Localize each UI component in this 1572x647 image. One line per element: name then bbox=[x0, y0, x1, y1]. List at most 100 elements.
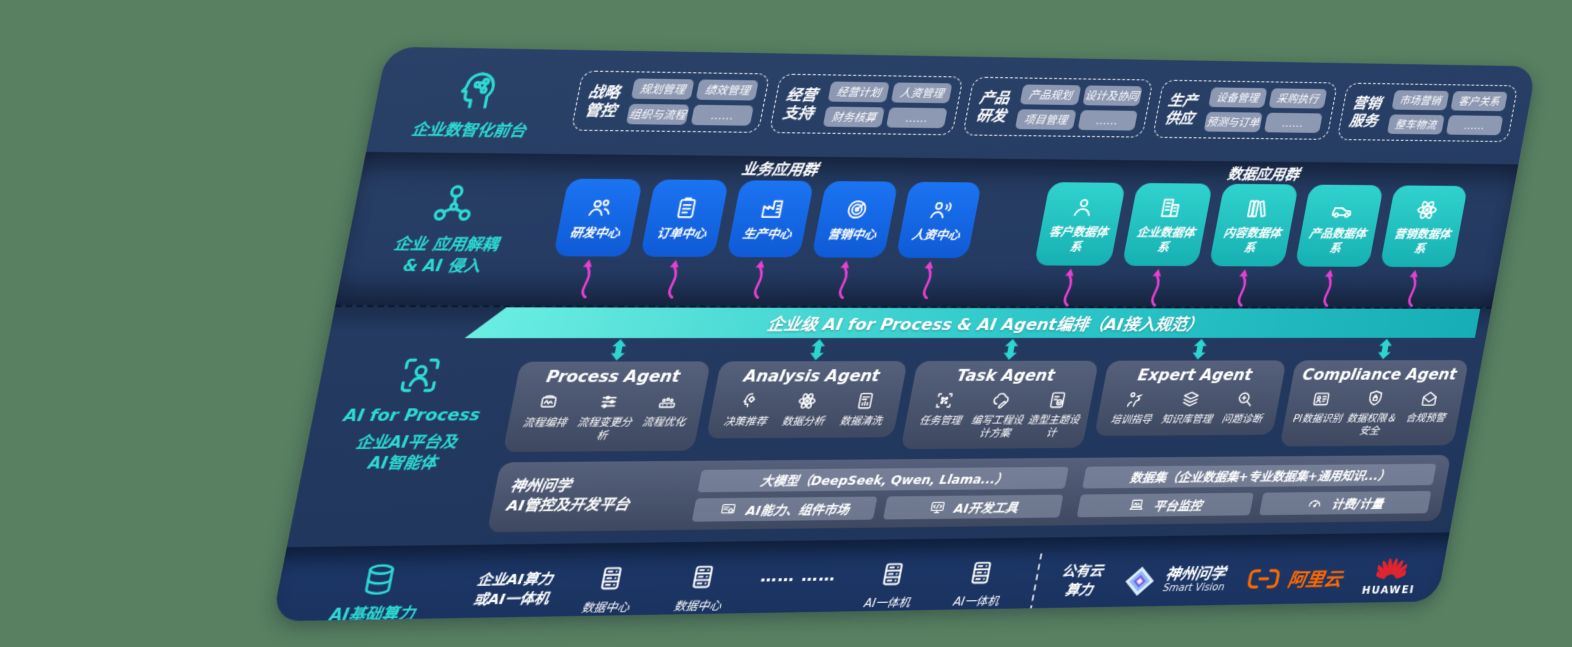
car-icon bbox=[1328, 196, 1357, 221]
front-stage-chip: 预测与订单 bbox=[1203, 111, 1263, 133]
compute-node: 数据中心 bbox=[570, 563, 649, 616]
alert-mail-icon bbox=[1418, 388, 1441, 408]
front-stage-chip: 市场营销 bbox=[1391, 90, 1450, 111]
agent-capability-label: 流程变更分析 bbox=[576, 416, 633, 442]
agent-capability: 数据分析 bbox=[775, 390, 836, 428]
app-tile: 生产中心 bbox=[726, 180, 815, 258]
app-tile: 企业数据体系 bbox=[1121, 182, 1213, 267]
agent-capability: 培训指导 bbox=[1104, 389, 1163, 426]
factory-icon bbox=[757, 196, 788, 222]
clipboard-icon bbox=[671, 195, 703, 222]
database-icon bbox=[357, 561, 403, 599]
bidirectional-arrow-icon bbox=[1191, 338, 1209, 360]
platform-button: AI能力、组件市场 bbox=[691, 496, 877, 522]
compute-node: AI一体机 bbox=[942, 557, 1017, 609]
edge-compute-label: 企业AI算力 或AI一体机 bbox=[471, 570, 555, 609]
head-gear-icon bbox=[736, 391, 762, 412]
app-tile: 内容数据体系 bbox=[1208, 183, 1299, 267]
decoupling-label: 企业 应用解耦 & AI 侵入 bbox=[392, 235, 500, 275]
front-stage-group: 产品研发 产品规划 设计及协同 项目管理…… bbox=[962, 76, 1154, 138]
tile-label: 人资中心 bbox=[910, 227, 962, 243]
doc-data-icon bbox=[852, 390, 877, 411]
building-icon bbox=[1156, 195, 1186, 221]
atom-icon bbox=[1413, 197, 1442, 222]
dev-platform-label: 神州问学 AI管控及开发平台 bbox=[505, 477, 632, 515]
front-stage-group-label: 生产供应 bbox=[1163, 91, 1200, 127]
agent-capability-label: PI数据识别 bbox=[1291, 412, 1343, 425]
compute-node-label: 数据中心 bbox=[580, 599, 631, 615]
compute-rail: AI基础算力 bbox=[272, 560, 481, 622]
flow-arrow-icon bbox=[656, 259, 691, 299]
app-tile: 研发中心 bbox=[553, 178, 643, 257]
vendor-aliyun: 阿里云 bbox=[1246, 565, 1345, 593]
monitor-icon bbox=[1127, 496, 1147, 513]
flow-arrow-icon bbox=[1139, 268, 1172, 306]
agent-capability-label: 决策推荐 bbox=[722, 415, 768, 429]
ai-platform-main: Process Agent 流程编排 流程变更分析 流程优化 Analysis Agen… bbox=[486, 338, 1486, 533]
scan-person-icon bbox=[392, 353, 448, 399]
flow-arrow-icon bbox=[1312, 269, 1344, 307]
compute-label: AI基础算力 bbox=[328, 603, 417, 622]
books-icon bbox=[1242, 195, 1272, 221]
front-stage-group: 战略管控 规划管理 绩效管理 组织与流程…… bbox=[570, 70, 771, 133]
agent-capability-label: 编写工程设计方案 bbox=[970, 414, 1025, 440]
person-wave-icon bbox=[930, 197, 956, 219]
front-stage-chip: 财务核算 bbox=[822, 106, 886, 128]
server-icon bbox=[965, 558, 999, 587]
agent-capability-label: 任务管理 bbox=[918, 414, 963, 428]
app-tile: 营销数据体系 bbox=[1379, 185, 1468, 268]
id-card-icon bbox=[1309, 389, 1333, 410]
tile-column: 订单中心 bbox=[632, 179, 729, 298]
agent-capability: 数据权限＆ 安全 bbox=[1343, 388, 1402, 437]
tile-label: 内容数据体系 bbox=[1222, 225, 1283, 255]
front-stage-group: 经营支持 经营计划 人资管理 财务核算…… bbox=[768, 73, 965, 136]
agent-capability: 任务管理 bbox=[910, 390, 973, 440]
public-cloud-label: 公有云 算力 bbox=[1060, 563, 1105, 599]
front-stage-group-label: 产品研发 bbox=[974, 88, 1012, 125]
tile-label: 产品数据体系 bbox=[1308, 226, 1368, 255]
agent-capability: 问题诊断 bbox=[1215, 389, 1273, 426]
architecture-panel: 企业数智化前台 战略管控 规划管理 绩效管理 组织与流程…… 经营支持 经营计划 人资管理财… bbox=[271, 46, 1537, 622]
decoupling-band: 企业 应用解耦 & AI 侵入 业务应用群 研发中心 订单中心 生产中心 营销中心 人资… bbox=[335, 152, 1518, 307]
scan-person-icon bbox=[392, 353, 448, 399]
agent-card: Process Agent 流程编排 流程变更分析 流程优化 bbox=[502, 361, 712, 453]
front-stage-chip: 产品规划 bbox=[1020, 84, 1081, 106]
agent-column: Task Agent 任务管理 编写工程设计方案 造型主题设计 bbox=[900, 338, 1103, 450]
agent-capability-label: 数据清洗 bbox=[838, 415, 884, 428]
dataset-half: 数据集（企业数据集+专业数据集+通用知识...） 平台监控 计费/计量 bbox=[1076, 463, 1437, 517]
tile-column: 内容数据体系 bbox=[1201, 183, 1299, 307]
tile-label: 生产中心 bbox=[741, 226, 794, 242]
compute-items: 企业AI算力 或AI一体机 数据中心 数据中心 …… …… AI一体机 AI一体机 公有云 … bbox=[469, 548, 1422, 621]
agent-capability: 知识库管理 bbox=[1160, 389, 1219, 426]
layers-icon bbox=[1178, 389, 1202, 410]
app-tile: 订单中心 bbox=[640, 179, 729, 258]
agent-capability: PI数据识别 bbox=[1289, 389, 1349, 438]
agent-capability: 编写工程设计方案 bbox=[967, 390, 1029, 440]
agent-column: Compliance Agent PI数据识别 数据权限＆ 安全 合规预警 bbox=[1279, 338, 1473, 447]
bidirectional-arrow-icon bbox=[808, 338, 827, 361]
tile-column: 人资中心 bbox=[888, 181, 982, 300]
agent-card: Expert Agent 培训指导 知识库管理 问题诊断 bbox=[1094, 360, 1287, 436]
cloud-edit-icon bbox=[989, 390, 1014, 411]
business-app-group: 业务应用群 研发中心 订单中心 生产中心 营销中心 人资中心 bbox=[532, 156, 997, 306]
front-stage-chip: 设备管理 bbox=[1207, 87, 1268, 108]
front-stage-band: 企业数智化前台 战略管控 规划管理 绩效管理 组织与流程…… 经营支持 经营计划 人资管理财… bbox=[366, 47, 1537, 165]
ai-platform-rail: AI for Process 企业AI平台及 AI智能体 bbox=[301, 338, 525, 474]
data-lock-icon bbox=[1364, 388, 1388, 409]
tile-label: 客户数据体系 bbox=[1048, 224, 1110, 254]
front-stage-group-label: 经营支持 bbox=[781, 85, 819, 122]
front-stage-chip: 人资管理 bbox=[891, 82, 953, 104]
vendor-smartvision: 神州问学 Smart Vision bbox=[1121, 563, 1229, 597]
server-icon bbox=[686, 562, 721, 592]
ellipsis-label: …… …… bbox=[759, 564, 839, 586]
brain-circuit-icon bbox=[449, 68, 504, 114]
server-icon bbox=[593, 563, 629, 593]
ai-platform-band: AI for Process 企业AI平台及 AI智能体 Process Age… bbox=[289, 338, 1486, 535]
app-tile: 人资中心 bbox=[895, 181, 982, 259]
training-icon bbox=[1123, 389, 1147, 410]
application-groups: 业务应用群 研发中心 订单中心 生产中心 营销中心 人资中心 数据应用群 客户数据体系企… bbox=[532, 154, 1518, 307]
bidirectional-arrow-icon bbox=[1376, 338, 1394, 360]
app-tile: 产品数据体系 bbox=[1294, 184, 1384, 267]
checklist-card-icon bbox=[1045, 390, 1070, 411]
agent-capability-label: 培训指导 bbox=[1109, 413, 1153, 426]
